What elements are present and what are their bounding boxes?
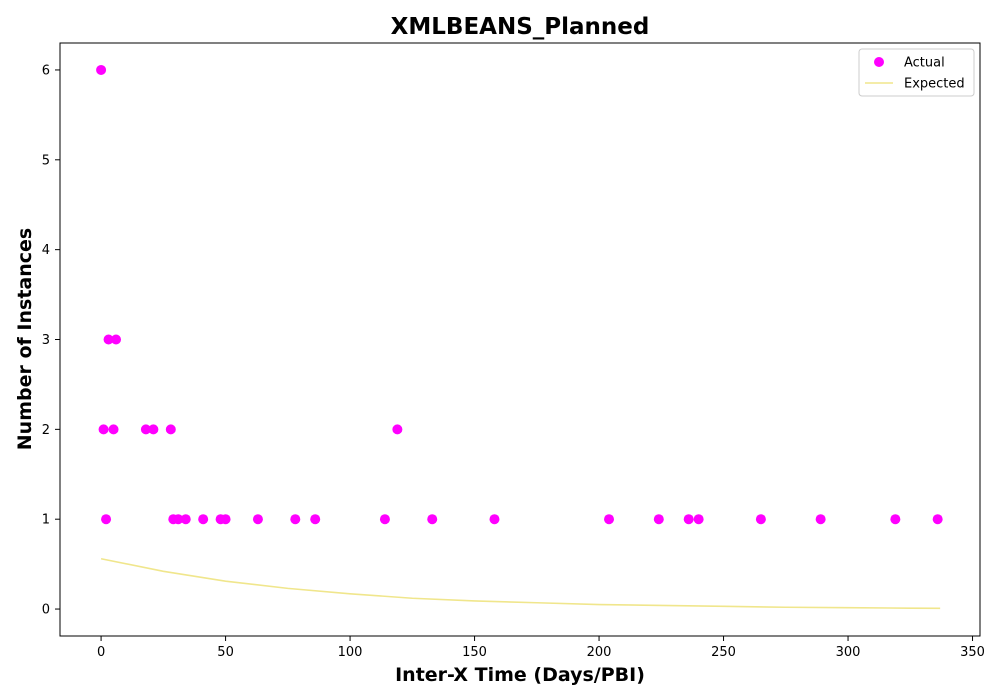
legend-label: Expected: [904, 77, 965, 92]
x-axis-label: Inter-X Time (Days/PBI): [395, 664, 645, 686]
actual-point: [310, 514, 321, 525]
y-tick-label: 1: [42, 513, 50, 528]
actual-point: [890, 514, 901, 525]
y-tick-label: 6: [42, 63, 50, 78]
actual-point: [755, 514, 766, 525]
legend: Actual Expected: [858, 48, 975, 97]
x-tick-label: 150: [462, 645, 487, 660]
actual-point: [252, 514, 263, 525]
plot-area: 0 50 100 150 200 250 300 350 0 1 2 3 4 5 6: [42, 42, 985, 660]
actual-point: [427, 514, 438, 525]
actual-point: [290, 514, 301, 525]
expected-line: [100, 557, 941, 610]
actual-point: [108, 424, 119, 435]
legend-marker-actual: [874, 57, 884, 67]
y-tick-label: 4: [42, 243, 50, 258]
actual-point: [198, 514, 209, 525]
actual-point: [101, 514, 112, 525]
plot-frame: [59, 42, 981, 637]
x-tick-label: 50: [217, 645, 234, 660]
actual-point: [180, 514, 191, 525]
x-tick-label: 0: [97, 645, 105, 660]
x-tick-label: 350: [960, 645, 985, 660]
actual-point: [165, 424, 176, 435]
actual-point: [604, 514, 615, 525]
actual-point: [220, 514, 231, 525]
actual-point: [815, 514, 826, 525]
actual-point: [653, 514, 664, 525]
actual-point: [683, 514, 694, 525]
y-tick-label: 5: [42, 153, 50, 168]
actual-point: [932, 514, 943, 525]
y-tick-label: 3: [42, 333, 50, 348]
actual-point: [103, 334, 114, 345]
chart-title: XMLBEANS_Planned: [391, 14, 650, 40]
y-tick-label: 0: [42, 603, 50, 618]
legend-label: Actual: [904, 56, 945, 71]
y-tick-label: 2: [42, 423, 50, 438]
actual-point: [98, 424, 109, 435]
actual-point: [140, 424, 151, 435]
x-tick-label: 250: [711, 645, 736, 660]
actual-point: [489, 514, 500, 525]
y-axis-label: Number of Instances: [14, 228, 36, 450]
legend-box: [858, 48, 975, 97]
actual-point: [96, 64, 107, 75]
x-tick-label: 300: [836, 645, 861, 660]
x-tick-label: 200: [587, 645, 612, 660]
x-tick-label: 100: [338, 645, 363, 660]
actual-point: [148, 424, 159, 435]
actual-point: [111, 334, 122, 345]
actual-point: [173, 514, 184, 525]
actual-point: [392, 424, 403, 435]
actual-point: [379, 514, 390, 525]
actual-point: [693, 514, 704, 525]
